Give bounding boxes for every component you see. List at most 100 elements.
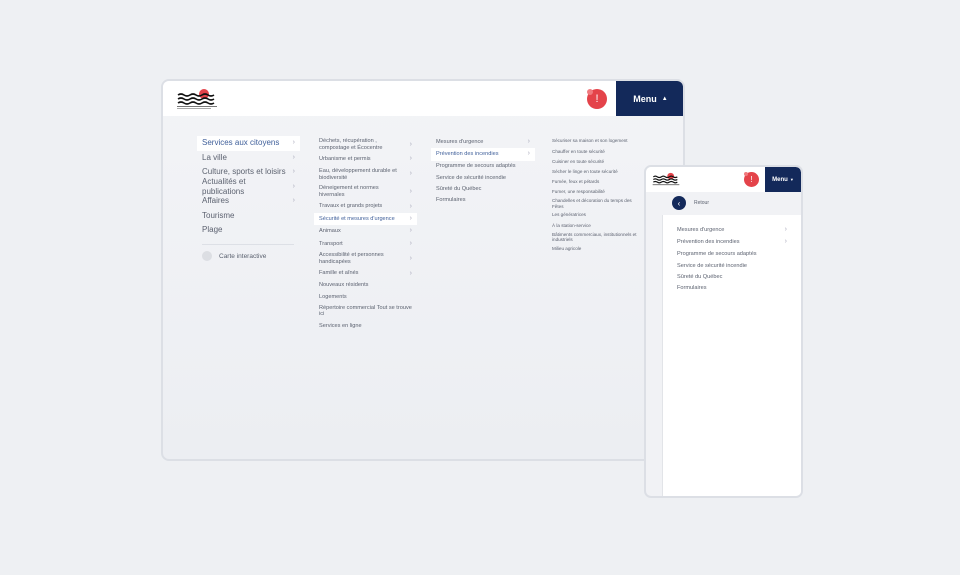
chevron-down-icon: ▼	[789, 177, 794, 182]
back-button[interactable]: ‹ Retour	[672, 196, 709, 210]
menu-item-label: Déchets, récupération , compostage et Éc…	[319, 138, 383, 151]
menu-item[interactable]: À la station-service	[548, 220, 648, 230]
site-header: ! Menu ▲	[163, 81, 683, 116]
alert-button[interactable]: !	[744, 172, 759, 187]
city-logo[interactable]	[176, 88, 218, 110]
map-link[interactable]: Carte interactive	[202, 251, 266, 261]
menu-item[interactable]: Chauffer en toute sécurité	[548, 146, 648, 156]
desktop-window: ! Menu ▲ Services aux citoyens › La ville › C…	[161, 79, 685, 461]
chevron-right-icon: ›	[409, 215, 412, 222]
menu-item[interactable]: Logements	[314, 291, 417, 302]
chevron-right-icon: ›	[292, 197, 295, 205]
menu-item[interactable]: Sûreté du Québec	[431, 184, 535, 195]
menu-item-label: Tourisme	[202, 210, 235, 220]
menu-item-label: Culture, sports et loisirs	[202, 167, 286, 177]
menu-item[interactable]: Prévention des incendies ›	[672, 236, 792, 248]
menu-item[interactable]: Fumer, une responsabilité	[548, 187, 648, 197]
menu-item[interactable]: Répertoire commercial Tout se trouve ici	[314, 303, 417, 320]
menu-item[interactable]: Service de sécurité incendie	[672, 260, 792, 271]
menu-item[interactable]: Actualités et publications ›	[197, 177, 300, 196]
city-logo[interactable]	[652, 172, 680, 192]
menu-item-label: Formulaires	[436, 197, 466, 204]
menu-level-4: Sécuriser sa maison et son logement Chauf…	[548, 136, 648, 254]
menu-item[interactable]: Déneigement et normes hivernales ›	[314, 183, 417, 200]
menu-item-label: Nouveaux résidents	[319, 282, 369, 289]
menu-item[interactable]: Transport ›	[314, 238, 417, 250]
menu-item-label: Urbanisme et permis	[319, 156, 371, 163]
menu-item[interactable]: Services en ligne	[314, 320, 417, 331]
menu-item[interactable]: La ville ›	[197, 151, 300, 166]
menu-item-label: Plage	[202, 225, 223, 235]
menu-item[interactable]: Milieu agricole	[548, 244, 648, 254]
chevron-right-icon: ›	[409, 239, 412, 247]
menu-item[interactable]: Sécurité et mesures d'urgence ›	[314, 213, 417, 226]
menu-item[interactable]: Animaux ›	[314, 225, 417, 237]
menu-item[interactable]: Urbanisme et permis ›	[314, 153, 417, 165]
menu-item-label: Cuisiner en toute sécurité	[552, 158, 605, 164]
menu-item[interactable]: Chandelles et décoration du temps des Fê…	[548, 197, 648, 210]
menu-item[interactable]: Plage	[197, 223, 300, 238]
menu-item[interactable]: Sécuriser sa maison et son logement	[548, 136, 648, 146]
menu-item-label: Sécurité et mesures d'urgence	[319, 215, 395, 222]
menu-item-label: Actualités et publications	[202, 177, 246, 196]
menu-item[interactable]: Services aux citoyens ›	[197, 136, 300, 151]
menu-item[interactable]: Prévention des incendies ›	[431, 148, 535, 161]
menu-level-3: Mesures d'urgence › Prévention des incendi…	[431, 136, 535, 206]
chevron-right-icon: ›	[292, 168, 295, 176]
menu-item-label: Affaires	[202, 196, 229, 206]
menu-item[interactable]: Déchets, récupération , compostage et Éc…	[314, 136, 417, 153]
mobile-window: ! Menu ▼ ‹ Retour Mesures d'urgence › Préve…	[644, 165, 803, 498]
menu-item[interactable]: Cuisiner en toute sécurité	[548, 156, 648, 166]
menu-item[interactable]: Fumée, feux et pétards	[548, 177, 648, 187]
menu-item-label: Mesures d'urgence	[436, 138, 484, 145]
menu-level-1: Services aux citoyens › La ville › Culture, …	[197, 136, 300, 238]
menu-item-label: Accessibilité et personnes handicapées	[319, 252, 384, 265]
menu-item-label: Service de sécurité incendie	[436, 174, 506, 181]
menu-item[interactable]: Tourisme	[197, 209, 300, 224]
menu-item[interactable]: Programme de secours adaptés	[431, 161, 535, 172]
menu-item[interactable]: Les génératrices	[548, 210, 648, 220]
menu-item[interactable]: Sécher le linge en toute sécurité	[548, 167, 648, 177]
menu-item-label: Eau, développement durable et biodiversi…	[319, 167, 397, 181]
menu-item[interactable]: Famille et aînés ›	[314, 268, 417, 280]
menu-item[interactable]: Eau, développement durable et biodiversi…	[314, 166, 417, 183]
menu-item[interactable]: Accessibilité et personnes handicapées ›	[314, 250, 417, 267]
menu-item-label: Famille et aînés	[319, 270, 359, 277]
chevron-right-icon: ›	[784, 226, 787, 233]
menu-item[interactable]: Travaux et grands projets ›	[314, 201, 417, 213]
menu-item[interactable]: Mesures d'urgence ›	[672, 224, 792, 236]
mobile-header: ! Menu ▼	[646, 167, 801, 192]
menu-item[interactable]: Nouveaux résidents	[314, 280, 417, 291]
menu-item-label: Services en ligne	[319, 322, 362, 329]
menu-item-label: Bâtiments commerciaux, institutionnels e…	[552, 231, 637, 243]
menu-item-label: Sécher le linge en toute sécurité	[552, 168, 618, 174]
menu-item[interactable]: Programme de secours adaptés	[672, 249, 792, 260]
chevron-right-icon: ›	[409, 254, 412, 262]
chevron-right-icon: ›	[292, 182, 295, 190]
chevron-right-icon: ›	[292, 139, 295, 147]
menu-item-label: Milieu agricole	[552, 245, 582, 251]
menu-item[interactable]: Affaires ›	[197, 194, 300, 209]
map-link-label: Carte interactive	[219, 252, 267, 260]
chevron-right-icon: ›	[784, 238, 787, 246]
menu-item[interactable]: Sûreté du Québec	[672, 272, 792, 283]
menu-item-label: Travaux et grands projets	[319, 203, 383, 210]
menu-item[interactable]: Bâtiments commerciaux, institutionnels e…	[548, 231, 648, 244]
menu-item-label: Sécuriser sa maison et son logement	[552, 138, 628, 144]
menu-item-label: Animaux	[319, 228, 341, 235]
menu-button[interactable]: Menu ▼	[765, 167, 801, 192]
menu-item[interactable]: Formulaires	[672, 283, 792, 294]
alert-button[interactable]: !	[587, 89, 607, 109]
menu-item-label: Logements	[319, 293, 347, 300]
menu-item-label: Chandelles et décoration du temps des Fê…	[552, 198, 632, 209]
chevron-right-icon: ›	[409, 155, 412, 163]
menu-button[interactable]: Menu ▲	[616, 81, 683, 116]
menu-item[interactable]: Formulaires	[431, 195, 535, 206]
back-label: Retour	[694, 200, 710, 206]
divider	[202, 244, 294, 245]
chevron-up-icon: ▲	[661, 95, 668, 102]
menu-item[interactable]: Service de sécurité incendie	[431, 172, 535, 183]
menu-level-2: Déchets, récupération , compostage et Éc…	[314, 136, 417, 332]
menu-item[interactable]: Culture, sports et loisirs ›	[197, 165, 300, 180]
menu-item[interactable]: Mesures d'urgence ›	[431, 136, 535, 148]
